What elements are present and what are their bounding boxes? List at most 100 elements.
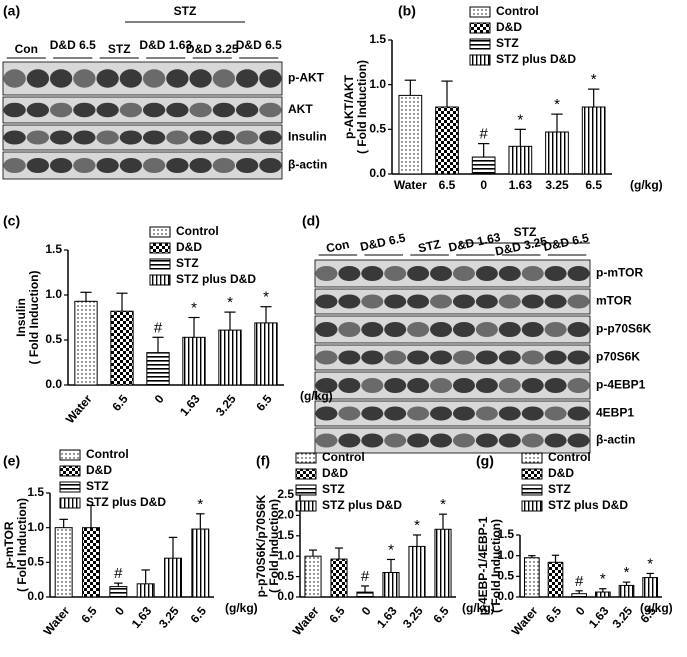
lane-label: Con: [15, 42, 38, 56]
legend-swatch: [469, 22, 491, 34]
error-bar: [116, 292, 128, 312]
error-bar: [188, 316, 200, 338]
blot-band: [119, 157, 143, 174]
legend-label: STZ: [322, 482, 345, 496]
blot-band: [544, 433, 567, 448]
blot-band: [49, 69, 73, 88]
error-bar: [575, 590, 583, 594]
panel-label: (e): [3, 453, 20, 469]
lane-label: D&D 3.25: [186, 42, 239, 56]
x-tick-label: 3.25: [400, 604, 426, 631]
blot-band: [338, 265, 361, 282]
legend-swatch: [521, 484, 543, 496]
blot-band: [498, 433, 521, 448]
blot-band: [49, 102, 73, 118]
blot-band: [361, 294, 384, 309]
y-tick-label: 1.5: [497, 527, 514, 541]
lane-label: D&D 6.5: [50, 38, 96, 52]
x-tick-label: 1.63: [586, 604, 612, 631]
bar: [408, 545, 426, 598]
bar: [218, 329, 242, 386]
legend-label: Control: [322, 450, 365, 464]
blot-band: [475, 321, 498, 338]
annotation: #: [479, 126, 488, 143]
panel-label: (c): [3, 213, 20, 229]
x-tick-label: 3.25: [609, 604, 635, 631]
blot-band: [338, 350, 361, 365]
blot-band: [96, 102, 119, 118]
error-bar: [477, 143, 490, 158]
legend-swatch: [149, 258, 171, 270]
blot-band: [235, 102, 259, 118]
blot-band: [521, 321, 544, 338]
blot-strip: [314, 344, 591, 371]
x-tick-label: 1.63: [129, 604, 155, 631]
band-label: mTOR: [596, 294, 632, 308]
band-label: p70S6K: [596, 350, 640, 364]
annotation: *: [554, 96, 560, 113]
annotation: *: [197, 496, 203, 513]
x-tick-label: Water: [290, 604, 322, 638]
legend-label: Control: [176, 224, 219, 238]
lane-label: Con: [325, 237, 351, 256]
blot-band: [189, 69, 212, 88]
blot-band: [73, 157, 96, 174]
y-tick-label: 1.0: [277, 548, 294, 562]
blot-band: [189, 157, 212, 174]
x-tick-label: 0: [152, 392, 167, 406]
bar: [618, 584, 635, 598]
blot-band: [567, 406, 590, 421]
blot-band: [544, 377, 567, 394]
annotation: *: [647, 555, 653, 572]
blot-band: [452, 294, 475, 309]
blot-band: [521, 294, 544, 309]
blot-strip: [314, 315, 591, 344]
error-bar: [622, 581, 631, 586]
blot-band: [567, 350, 590, 365]
x-tick-label: 6.5: [439, 178, 456, 192]
blot-band: [338, 433, 361, 448]
y-axis-label: p-p70S6K/p70S6K: [254, 494, 268, 597]
blot-band: [567, 321, 590, 338]
bar: [435, 106, 459, 175]
lane-label: D&D 1.63: [139, 38, 192, 52]
blot-band: [498, 294, 521, 309]
panel-label: (a): [3, 3, 20, 19]
blot-band: [259, 130, 282, 145]
annotation: *: [414, 517, 420, 534]
annotation: *: [263, 289, 269, 306]
blot-strip: [314, 400, 591, 427]
blot-band: [96, 157, 119, 174]
annotation: *: [517, 111, 523, 128]
blot-band: [521, 406, 544, 421]
panel-label: (g): [476, 453, 494, 469]
error-bar: [114, 582, 123, 587]
legend-label: STZ plus D&D: [496, 52, 576, 66]
blot-band: [3, 157, 26, 174]
panel-label: (f): [256, 453, 270, 469]
y-tick-label: 0.5: [497, 569, 514, 583]
blot-band: [73, 130, 96, 145]
blot-band: [49, 157, 73, 174]
blot-strip: [2, 151, 283, 180]
bar: [523, 557, 540, 598]
legend-swatch: [295, 484, 317, 496]
blot-band: [73, 102, 96, 118]
x-unit: (g/kg): [630, 178, 663, 192]
blot-strip: [314, 427, 591, 454]
error-bar: [587, 88, 600, 107]
y-tick-label: 1.0: [369, 77, 386, 91]
blot-band: [96, 130, 119, 145]
blot-band: [521, 433, 544, 448]
blot-band: [430, 350, 453, 365]
blot-band: [384, 406, 407, 421]
legend-swatch: [149, 274, 171, 286]
blot-band: [384, 265, 407, 282]
blot-band: [142, 102, 166, 118]
blot-band: [315, 433, 338, 448]
x-tick-label: 3.25: [545, 178, 569, 192]
legend-swatch: [521, 452, 543, 464]
error-bar: [386, 558, 396, 573]
bar: [110, 310, 134, 386]
